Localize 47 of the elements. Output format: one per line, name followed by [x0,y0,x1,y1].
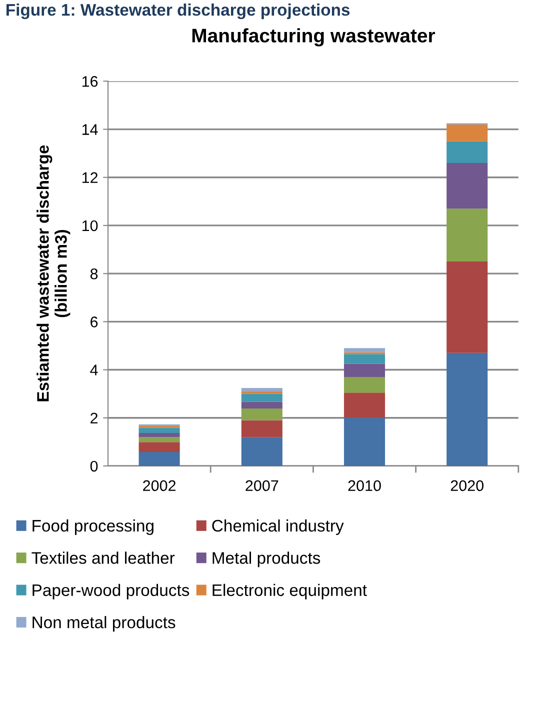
bar [241,388,282,392]
bar [241,402,282,408]
bar [446,352,488,466]
y-tick-label: 4 [90,364,98,376]
legend-label: Non metal products [32,616,176,632]
bar [241,408,282,420]
y-tick-label: 12 [82,172,98,183]
bar [344,392,386,418]
bar [138,442,180,452]
bar [446,262,488,353]
legend-label: Food processing [32,519,154,535]
bar [344,376,386,393]
y-axis-title: Estiamted wastewater discharge (billion m3) [36,145,70,402]
bar [344,354,386,364]
bar [138,437,180,442]
y-tick-label: 10 [82,220,98,232]
legend-label: Metal products [212,552,320,568]
legend-label: Paper-wood products [32,584,190,600]
legend-label: Chemical industry [212,519,344,535]
bar [241,420,282,438]
x-tick-label: 2010 [348,480,381,492]
bar [446,162,488,209]
bar [446,141,488,163]
y-tick-label: 14 [82,124,98,135]
bar [446,124,488,142]
bar [344,364,386,377]
legend-label: Textiles and leather [32,552,175,564]
y-tick-label: 2 [90,412,98,424]
chart-title: Manufacturing wastewater [192,28,436,46]
bar [241,394,282,402]
bar [138,433,180,438]
legend-label: Electronic equipment [212,584,367,600]
x-tick-label: 2002 [143,480,176,492]
bar [138,452,180,466]
bar [344,348,386,352]
bar [241,391,282,394]
x-tick-label: 2007 [246,480,278,492]
bar [241,437,282,466]
bar [138,428,180,434]
y-tick-label: 6 [90,316,98,328]
y-tick-label: 16 [82,76,98,87]
x-tick-label: 2020 [450,480,484,492]
y-tick-label: 8 [90,268,98,280]
bar [446,208,488,262]
caption: Figure 1: Wastewater discharge projections [6,4,350,20]
y-tick-label: 0 [90,460,98,472]
bar [344,418,386,466]
